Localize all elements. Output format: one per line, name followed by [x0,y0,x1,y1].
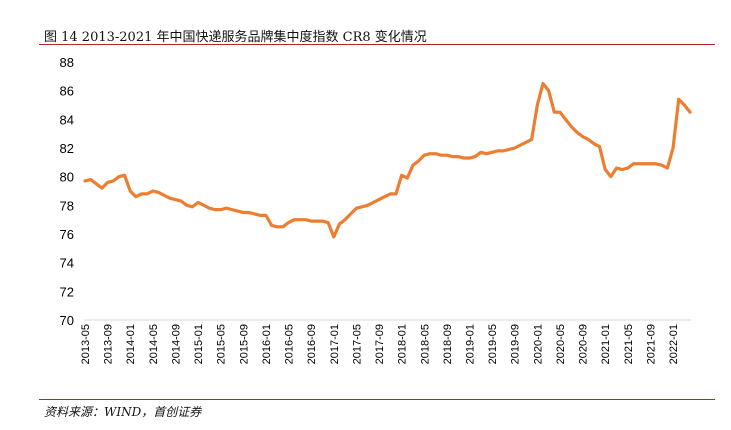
y-tick-label: 82 [60,141,74,156]
y-tick-label: 76 [60,227,74,242]
y-tick-label: 78 [60,198,74,213]
x-tick-label: 2020-09 [578,324,590,364]
x-tick-label: 2016-05 [284,324,296,364]
x-tick-label: 2013-05 [80,324,92,364]
x-tick-label: 2019-01 [464,324,476,364]
y-tick-label: 72 [60,284,74,299]
x-tick-label: 2017-09 [374,324,386,364]
x-tick-label: 2021-09 [645,324,657,364]
x-tick-label: 2020-05 [555,324,567,364]
y-tick-label: 88 [60,55,74,70]
x-tick-label: 2021-01 [600,324,612,364]
y-tick-label: 70 [60,313,74,328]
x-tick-label: 2016-01 [261,324,273,364]
x-tick-label: 2017-01 [329,324,341,364]
x-tick-label: 2014-09 [170,324,182,364]
x-tick-label: 2015-01 [193,324,205,364]
x-tick-label: 2017-05 [351,324,363,364]
x-tick-label: 2019-09 [510,324,522,364]
cr8-series-line [83,81,692,239]
x-tick-label: 2018-09 [442,324,454,364]
x-tick-label: 2019-05 [487,324,499,364]
x-tick-label: 2021-05 [623,324,635,364]
x-tick-label: 2018-05 [419,324,431,364]
y-tick-label: 74 [60,256,74,271]
y-tick-label: 86 [60,84,74,99]
y-tick-label: 80 [60,170,74,185]
x-tick-label: 2016-09 [306,324,318,364]
x-tick-label: 2014-05 [148,324,160,364]
x-tick-label: 2020-01 [532,324,544,364]
x-tick-label: 2013-09 [103,324,115,364]
x-tick-label: 2022-01 [668,324,680,364]
x-axis: 2013-05 2013-09 2014-01 2014-05 2014-09 2015-… [80,319,691,364]
series-layer [83,81,692,239]
source-note: 资料来源：WIND，首创证券 [44,405,202,419]
x-tick-label: 2015-09 [238,324,250,364]
x-tick-label: 2015-05 [216,324,228,364]
figure-title: 图 14 2013-2021 年中国快递服务品牌集中度指数 CR8 变化情况 [44,30,427,45]
x-tick-label: 2014-01 [125,324,137,364]
x-tick-label: 2018-01 [397,324,409,364]
title-divider [39,44,715,45]
source-divider [39,399,715,400]
y-axis: 70 72 74 76 78 80 82 84 86 88 [60,55,74,328]
y-tick-label: 84 [60,112,74,127]
